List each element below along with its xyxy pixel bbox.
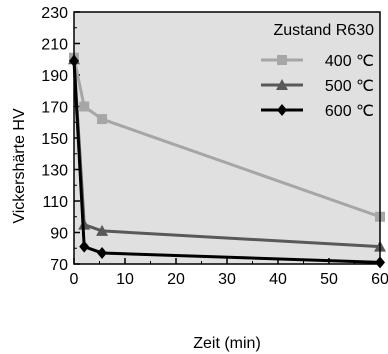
series-layer bbox=[68, 52, 386, 269]
y-tick-label-170: 170 bbox=[41, 100, 68, 117]
plot-area bbox=[74, 12, 380, 264]
series-line-2 bbox=[72, 60, 381, 264]
x-tick-label-60: 60 bbox=[371, 271, 388, 288]
tick-labels: 0 10 20 30 40 50 60 70 90 110 130 150 170 190 210 230 bbox=[41, 5, 388, 288]
data-point-0-1 bbox=[79, 101, 90, 112]
legend-label-0: 400 ℃ bbox=[325, 53, 374, 70]
y-tick-label-150: 150 bbox=[41, 131, 68, 148]
x-tick-label-30: 30 bbox=[218, 271, 236, 288]
y-tick-label-230: 230 bbox=[41, 5, 68, 22]
legend-items: 400 ℃ 500 ℃ 600 ℃ bbox=[261, 53, 374, 120]
legend-title: Zustand R630 bbox=[273, 22, 374, 39]
x-axis-title: Zeit (min) bbox=[193, 335, 261, 352]
x-tick-label-40: 40 bbox=[269, 271, 287, 288]
legend-label-2: 600 ℃ bbox=[325, 103, 374, 120]
y-axis-title: Vickershärte HV bbox=[11, 108, 28, 224]
y-tick-label-130: 130 bbox=[41, 163, 68, 180]
x-tick-label-20: 20 bbox=[167, 271, 185, 288]
series-line-0 bbox=[72, 57, 381, 219]
legend: Zustand R630 400 ℃ 500 ℃ 600 ℃ bbox=[261, 22, 374, 120]
x-tick-label-50: 50 bbox=[320, 271, 338, 288]
legend-marker-2 bbox=[277, 104, 287, 116]
x-tick-label-0: 0 bbox=[70, 271, 79, 288]
y-tick-label-190: 190 bbox=[41, 68, 68, 85]
data-point-2-1 bbox=[79, 240, 90, 253]
series-2 bbox=[69, 54, 385, 269]
x-tick-label-10: 10 bbox=[116, 271, 134, 288]
legend-marker-1 bbox=[276, 79, 288, 90]
data-point-0-2 bbox=[97, 114, 108, 125]
plot-frame bbox=[73, 11, 381, 265]
y-tick-label-70: 70 bbox=[50, 257, 68, 274]
data-point-1-2 bbox=[96, 224, 109, 236]
y-tick-label-90: 90 bbox=[50, 226, 68, 243]
y-tick-label-110: 110 bbox=[42, 194, 68, 211]
y-tick-label-210: 210 bbox=[41, 37, 68, 54]
legend-label-1: 500 ℃ bbox=[325, 78, 374, 95]
legend-marker-0 bbox=[277, 55, 287, 65]
data-point-2-2 bbox=[97, 246, 108, 259]
